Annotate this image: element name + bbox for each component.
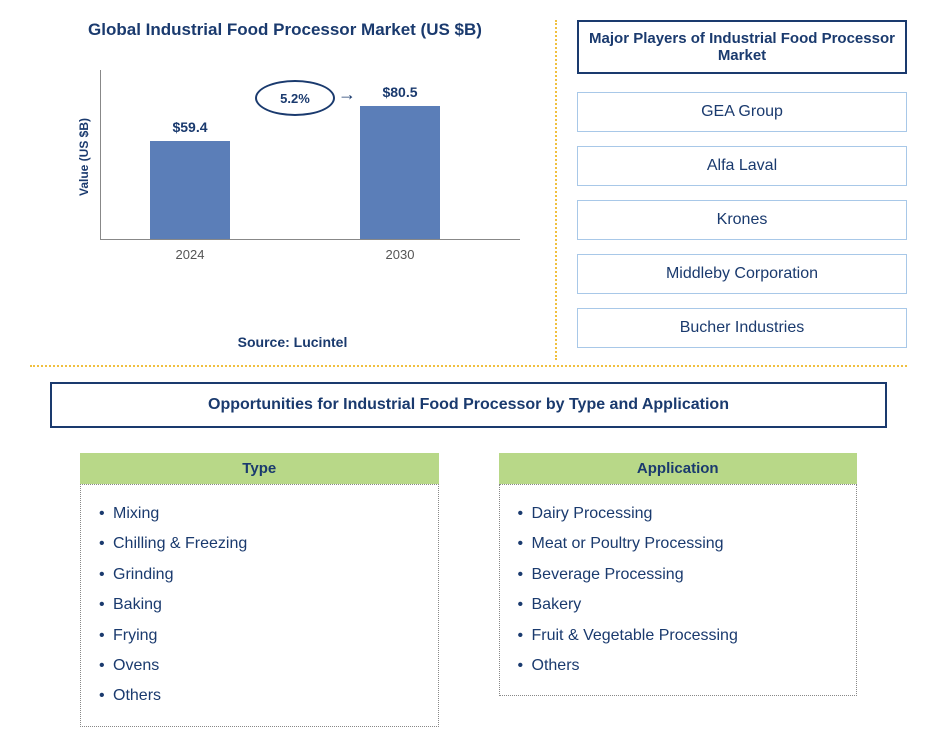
application-header: Application xyxy=(499,453,858,484)
cagr-badge: 5.2% xyxy=(255,80,335,116)
list-item: Others xyxy=(518,651,839,681)
list-item: Others xyxy=(99,681,420,711)
type-header: Type xyxy=(80,453,439,484)
chart-title: Global Industrial Food Processor Market … xyxy=(30,20,540,40)
chart-section: Global Industrial Food Processor Market … xyxy=(30,20,557,360)
chart-area: Value (US $B) $59.4 2024 $80.5 2030 5.2%… xyxy=(80,70,540,270)
list-item: Dairy Processing xyxy=(518,499,839,529)
list-item: Frying xyxy=(99,621,420,651)
player-item: Middleby Corporation xyxy=(577,254,907,294)
bar-2024 xyxy=(150,141,230,239)
type-column: Type Mixing Chilling & Freezing Grinding… xyxy=(80,453,439,727)
bar-label-2030: $80.5 xyxy=(360,84,440,100)
top-row: Global Industrial Food Processor Market … xyxy=(30,20,907,360)
players-title: Major Players of Industrial Food Process… xyxy=(577,20,907,74)
players-section: Major Players of Industrial Food Process… xyxy=(577,20,907,360)
horizontal-divider xyxy=(30,365,907,367)
bar-label-2024: $59.4 xyxy=(150,119,230,135)
application-column: Application Dairy Processing Meat or Pou… xyxy=(499,453,858,727)
x-tick-2030: 2030 xyxy=(360,247,440,262)
list-item: Fruit & Vegetable Processing xyxy=(518,621,839,651)
player-item: Alfa Laval xyxy=(577,146,907,186)
list-item: Meat or Poultry Processing xyxy=(518,529,839,559)
y-axis xyxy=(100,70,101,240)
bar-2030 xyxy=(360,106,440,239)
list-item: Grinding xyxy=(99,560,420,590)
x-tick-2024: 2024 xyxy=(150,247,230,262)
type-list: Mixing Chilling & Freezing Grinding Baki… xyxy=(80,484,439,727)
player-item: Krones xyxy=(577,200,907,240)
list-item: Ovens xyxy=(99,651,420,681)
list-item: Beverage Processing xyxy=(518,560,839,590)
application-list: Dairy Processing Meat or Poultry Process… xyxy=(499,484,858,696)
list-item: Bakery xyxy=(518,590,839,620)
list-item: Chilling & Freezing xyxy=(99,529,420,559)
list-item: Baking xyxy=(99,590,420,620)
opportunities-columns: Type Mixing Chilling & Freezing Grinding… xyxy=(30,453,907,727)
list-item: Mixing xyxy=(99,499,420,529)
opportunities-title: Opportunities for Industrial Food Proces… xyxy=(50,382,887,428)
source-label: Source: Lucintel xyxy=(30,334,555,350)
y-axis-label: Value (US $B) xyxy=(77,118,91,196)
player-item: Bucher Industries xyxy=(577,308,907,348)
x-axis xyxy=(100,239,520,240)
arrow-icon: → xyxy=(338,84,356,105)
player-item: GEA Group xyxy=(577,92,907,132)
